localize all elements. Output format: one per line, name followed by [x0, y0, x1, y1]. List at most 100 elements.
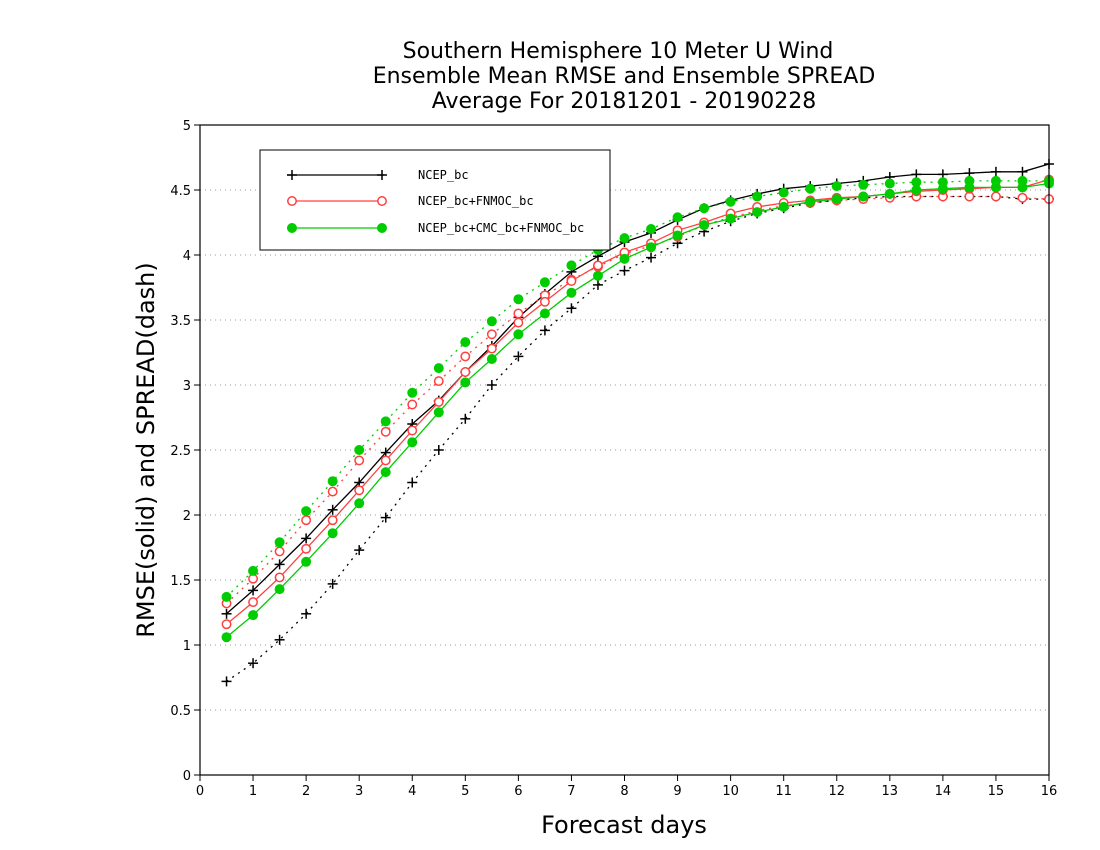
series-2-rmse-point: [407, 425, 418, 436]
series-3-spread-point: [221, 591, 232, 602]
series-2-spread-point: [460, 351, 471, 362]
series-3-spread-point: [274, 537, 285, 548]
series-3-rmse-point: [407, 437, 418, 448]
series-3-spread-point: [858, 179, 869, 190]
series-3-rmse-point: [672, 230, 683, 241]
series-1-rmse-point: [990, 166, 1001, 177]
series-3-rmse-point: [301, 556, 312, 567]
series-layer: [221, 159, 1054, 687]
series-1-rmse-point: [301, 533, 312, 544]
series-2-rmse-point: [221, 619, 232, 630]
series-2-spread-point: [354, 455, 365, 466]
series-1-rmse-point: [221, 608, 232, 619]
y-tick-label: 2.5: [170, 444, 191, 459]
series-3-spread-point: [752, 191, 763, 202]
series-3-spread-point: [619, 233, 630, 244]
series-3-rmse-point: [884, 188, 895, 199]
series-3-spread-point: [460, 337, 471, 348]
series-3-rmse-point: [752, 207, 763, 218]
series-3-rmse-point: [460, 377, 471, 388]
series-2-spread-point: [327, 486, 338, 497]
series-1-rmse-point: [1017, 166, 1028, 177]
x-tick-label: 10: [722, 784, 739, 799]
series-2-spread-point: [433, 376, 444, 387]
legend-marker: [377, 170, 387, 180]
legend-label: NCEP_bc+FNMOC_bc: [418, 194, 534, 208]
y-tick-label: 4.5: [170, 184, 191, 199]
series-2-spread-point: [301, 515, 312, 526]
series-3-rmse-point: [805, 196, 816, 207]
series-3-rmse-point: [592, 270, 603, 281]
y-tick-label: 3.5: [170, 314, 191, 329]
legend: NCEP_bc NCEP_bc+FNMOC_bc NCEP_bc+CMC_bc+FN…: [259, 149, 611, 251]
y-tick-label: 0: [183, 769, 191, 784]
series-1-spread-point: [513, 351, 524, 362]
series-1-spread-point: [539, 325, 550, 336]
series-3-rmse-point: [911, 185, 922, 195]
series-2-spread-point: [1017, 192, 1028, 203]
x-tick-label: 15: [988, 784, 1005, 799]
series-1-spread-point: [566, 303, 577, 314]
y-tick-label: 0.5: [170, 704, 191, 719]
series-3-spread-point: [646, 224, 657, 234]
series-2-spread-point: [990, 191, 1001, 202]
x-tick-label: 11: [775, 784, 792, 799]
series-1-rmse-point: [248, 585, 259, 596]
series-2-spread-point: [380, 426, 391, 437]
x-tick-label: 6: [514, 784, 522, 799]
y-tick-label: 5: [183, 119, 191, 134]
series-1-spread-point: [380, 512, 391, 523]
series-3-spread-point: [566, 260, 577, 271]
x-tick-label: 3: [355, 784, 363, 799]
series-2-rmse-point: [566, 276, 577, 286]
legend-marker: [287, 196, 297, 206]
series-3-rmse-point: [539, 308, 550, 319]
x-tick-label: 16: [1041, 784, 1058, 799]
y-tick-label: 4: [183, 249, 191, 264]
series-1-spread-point: [221, 676, 232, 687]
series-3-spread-point: [513, 294, 524, 305]
series-3-spread-point: [884, 178, 895, 189]
title-line-1: Southern Hemisphere 10 Meter U Wind: [403, 39, 834, 64]
series-3-spread-point: [354, 445, 365, 455]
series-3-spread-point: [805, 183, 816, 194]
series-1-spread-point: [407, 477, 418, 488]
y-tick-label: 3: [183, 379, 191, 394]
legend-box: [259, 149, 611, 251]
series-1-spread-point: [301, 608, 312, 619]
legend-marker: [287, 223, 297, 233]
x-tick-label: 7: [567, 784, 575, 799]
legend-marker: [287, 170, 297, 180]
series-2-spread-point: [407, 399, 418, 410]
series-3-rmse-line: [226, 182, 1050, 638]
series-3-rmse-point: [327, 528, 338, 539]
series-2-rmse-point: [380, 455, 391, 466]
series-1-rmse-point: [274, 559, 285, 570]
series-3-spread-point: [778, 187, 789, 198]
series-3-spread-point: [407, 387, 418, 398]
series-3-rmse-point: [221, 632, 232, 643]
series-3-rmse-point: [778, 201, 789, 212]
series-2-spread-point: [486, 329, 497, 340]
series-2-rmse-point: [301, 543, 312, 554]
series-3-spread-point: [327, 476, 338, 487]
series-2-rmse-point: [539, 296, 550, 307]
x-tick-label: 2: [302, 784, 310, 799]
series-2-rmse-point: [460, 367, 471, 377]
series-2-spread-line: [226, 195, 1050, 604]
series-3-rmse-point: [566, 287, 577, 298]
series-3-rmse-point: [1017, 182, 1028, 193]
x-axis-ticks: 0 1 2 3 4 5 6 7 8 9 10 11 12 13 14 15 16: [196, 775, 1057, 799]
series-1-spread-point: [354, 545, 365, 556]
series-3-rmse-point: [486, 354, 497, 364]
series-1-spread-point: [592, 279, 603, 290]
x-tick-label: 4: [408, 784, 416, 799]
series-1-spread-point: [460, 413, 471, 424]
series-2-rmse-point: [354, 485, 365, 496]
x-tick-label: 12: [828, 784, 845, 799]
series-3-rmse-point: [274, 584, 285, 595]
series-1-spread-point: [486, 380, 497, 390]
x-tick-label: 0: [196, 784, 204, 799]
series-3-spread-line: [226, 180, 1049, 598]
series-3-spread-point: [301, 506, 312, 517]
